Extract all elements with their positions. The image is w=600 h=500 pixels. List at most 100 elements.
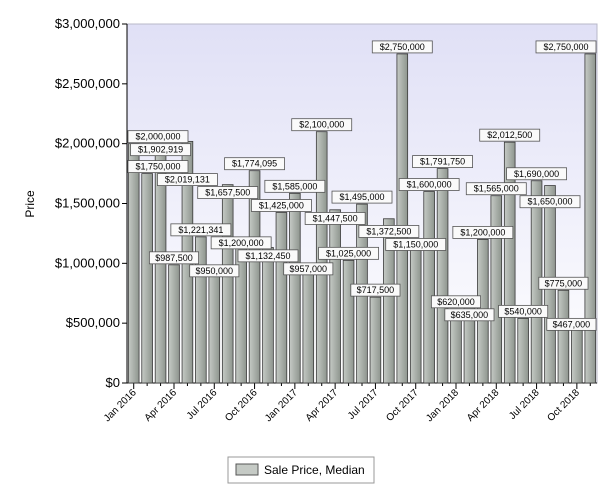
bar — [329, 209, 341, 384]
data-label: $775,000 — [538, 276, 589, 290]
svg-text:$1,495,000: $1,495,000 — [339, 192, 384, 202]
svg-text:$1,025,000: $1,025,000 — [326, 248, 371, 258]
legend-swatch — [235, 463, 259, 476]
bar — [302, 268, 315, 384]
data-label: $1,902,919 — [130, 143, 191, 157]
y-tick-label: $3,000,000 — [55, 16, 120, 31]
bar — [383, 218, 395, 384]
svg-text:$1,372,500: $1,372,500 — [366, 226, 411, 236]
data-label: $1,650,000 — [519, 195, 581, 209]
svg-text:$2,000,000: $2,000,000 — [135, 132, 180, 142]
bar — [584, 53, 597, 384]
svg-text:$1,200,000: $1,200,000 — [219, 238, 264, 248]
data-label: $1,565,000 — [465, 182, 527, 196]
x-tick-label: Oct 2018 — [545, 387, 582, 424]
bar — [503, 141, 516, 384]
bar — [396, 53, 409, 384]
svg-text:$2,100,000: $2,100,000 — [299, 120, 344, 130]
y-tick-label: $0 — [106, 375, 120, 390]
svg-text:$1,565,000: $1,565,000 — [474, 184, 519, 194]
data-label: $2,750,000 — [535, 40, 597, 54]
x-tick-label: Jul 2017 — [346, 387, 381, 422]
y-tick-label: $2,000,000 — [55, 136, 120, 151]
svg-text:$1,447,500: $1,447,500 — [313, 213, 358, 223]
data-label: $1,150,000 — [385, 238, 447, 251]
svg-text:$1,902,919: $1,902,919 — [138, 145, 183, 155]
bar — [195, 236, 207, 384]
bar — [248, 170, 261, 384]
data-label: $540,000 — [498, 304, 549, 318]
y-axis-title: Price — [23, 190, 37, 218]
x-tick-label: Oct 2017 — [384, 387, 421, 424]
y-tick-label: $1,500,000 — [55, 196, 120, 211]
svg-text:$1,650,000: $1,650,000 — [527, 197, 572, 207]
svg-text:$717,500: $717,500 — [357, 285, 395, 295]
svg-text:$1,150,000: $1,150,000 — [393, 239, 438, 249]
svg-text:$1,200,000: $1,200,000 — [460, 227, 505, 237]
data-label: $1,495,000 — [331, 190, 393, 204]
bar — [275, 212, 288, 384]
data-label: $2,750,000 — [371, 40, 433, 54]
svg-text:$620,000: $620,000 — [437, 297, 475, 307]
data-label: $1,690,000 — [506, 167, 567, 181]
data-label: $2,012,500 — [479, 128, 541, 142]
svg-text:$2,012,500: $2,012,500 — [487, 130, 532, 140]
x-tick-label: Apr 2016 — [143, 387, 180, 424]
bar — [208, 268, 221, 384]
svg-text:$2,019,131: $2,019,131 — [165, 175, 210, 185]
bar — [571, 326, 583, 384]
data-label: $2,000,000 — [127, 130, 189, 144]
svg-text:$1,221,341: $1,221,341 — [178, 225, 223, 235]
y-tick-label: $500,000 — [66, 315, 120, 330]
bar — [127, 143, 140, 384]
data-label: $1,750,000 — [127, 160, 189, 173]
data-label: $957,000 — [283, 262, 334, 276]
data-label: $1,221,341 — [170, 223, 232, 237]
bar — [342, 259, 355, 384]
data-label: $1,791,750 — [412, 155, 473, 168]
bar — [423, 191, 435, 384]
bar — [436, 168, 449, 384]
svg-text:$1,132,450: $1,132,450 — [245, 251, 290, 261]
data-label: $1,200,000 — [452, 225, 514, 239]
svg-text:$1,774,095: $1,774,095 — [232, 159, 277, 169]
x-axis: Jan 2016 Apr 2016 Jul 2016 Oct 2016 Jan 2017… — [102, 382, 597, 424]
x-tick-label: Jul 2018 — [507, 387, 542, 422]
data-label: $1,200,000 — [210, 236, 272, 250]
svg-text:$987,500: $987,500 — [155, 253, 193, 263]
svg-text:$635,000: $635,000 — [451, 310, 489, 320]
data-label: $987,500 — [148, 251, 199, 265]
x-tick-label: Apr 2017 — [304, 387, 341, 424]
x-tick-label: Apr 2018 — [465, 387, 502, 424]
data-label: $2,019,131 — [157, 173, 218, 186]
svg-text:$1,585,000: $1,585,000 — [272, 181, 317, 191]
data-label: $1,447,500 — [304, 212, 366, 225]
bar — [141, 173, 153, 384]
data-label: $1,425,000 — [251, 199, 312, 212]
data-label: $635,000 — [444, 308, 495, 322]
bar — [289, 192, 301, 384]
svg-text:$1,425,000: $1,425,000 — [259, 200, 304, 210]
data-label: $1,372,500 — [358, 225, 420, 238]
data-labels: $2,000,000 $1,750,000 $1,902,919 $987,500 $2… — [127, 40, 597, 331]
legend-label: Sale Price, Median — [264, 463, 365, 477]
x-tick-label: Jan 2016 — [102, 387, 139, 424]
y-tick-label: $1,000,000 — [55, 255, 120, 270]
y-tick-label: $2,500,000 — [55, 76, 120, 91]
bar — [221, 184, 234, 384]
svg-text:$1,600,000: $1,600,000 — [407, 180, 452, 190]
bar — [557, 289, 570, 384]
svg-text:$1,690,000: $1,690,000 — [514, 169, 559, 179]
svg-text:$467,000: $467,000 — [553, 319, 591, 329]
svg-text:$957,000: $957,000 — [290, 264, 328, 274]
bar — [369, 296, 382, 384]
svg-text:$1,657,500: $1,657,500 — [205, 188, 250, 198]
bar — [168, 264, 180, 384]
svg-text:$950,000: $950,000 — [196, 266, 234, 276]
data-label: $717,500 — [350, 283, 401, 297]
data-label: $467,000 — [546, 317, 597, 331]
bar — [517, 317, 529, 384]
data-label: $1,774,095 — [224, 157, 285, 171]
